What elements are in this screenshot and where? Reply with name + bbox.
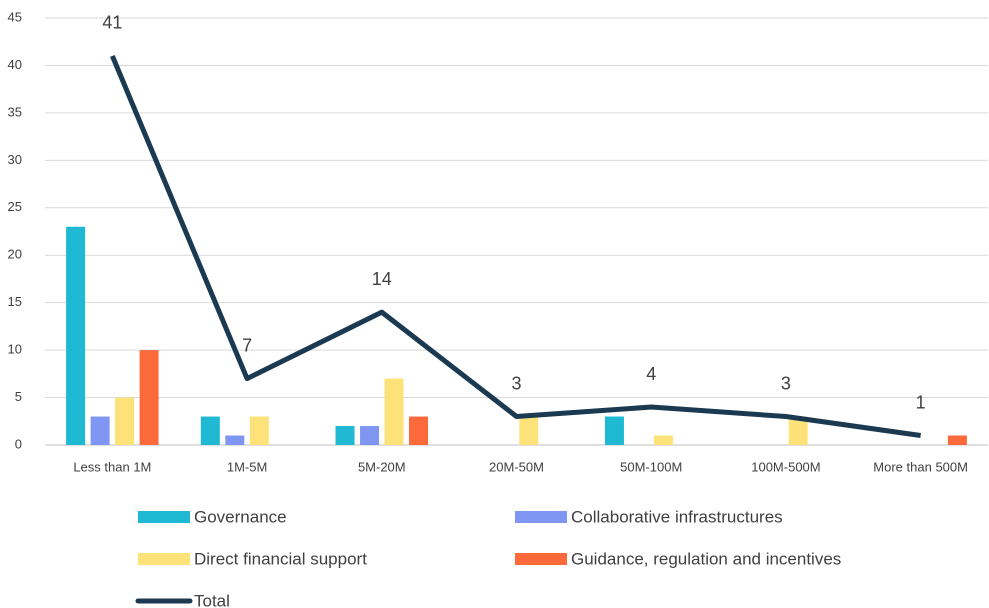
bar — [519, 416, 539, 445]
x-tick-label: 100M-500M — [751, 459, 820, 474]
legend-swatch — [138, 553, 190, 565]
bar — [788, 416, 808, 445]
bar — [66, 226, 86, 445]
legend-swatch — [138, 511, 190, 523]
y-tick-label: 5 — [15, 389, 22, 404]
bar — [90, 416, 110, 445]
legend-swatch — [515, 511, 567, 523]
y-tick-label: 20 — [8, 247, 22, 262]
bar — [225, 435, 245, 445]
bar — [200, 416, 220, 445]
bar — [947, 435, 967, 445]
legend-label: Collaborative infrastructures — [571, 507, 783, 526]
y-tick-label: 30 — [8, 152, 22, 167]
x-tick-label: 50M-100M — [620, 459, 682, 474]
legend-label: Direct financial support — [194, 549, 367, 568]
total-line — [110, 54, 921, 438]
y-tick-label: 40 — [8, 57, 22, 72]
bar — [384, 378, 404, 445]
bar — [139, 350, 159, 445]
bar — [604, 416, 624, 445]
bar — [653, 435, 673, 445]
data-label: 3 — [511, 373, 521, 393]
legend-label: Total — [194, 591, 230, 608]
bar — [335, 426, 355, 445]
bar — [409, 416, 429, 445]
x-tick-label: 20M-50M — [489, 459, 544, 474]
y-tick-label: 0 — [15, 436, 22, 451]
y-tick-label: 25 — [8, 199, 22, 214]
data-label: 41 — [102, 13, 122, 33]
x-tick-label: More than 500M — [873, 459, 968, 474]
data-label: 3 — [781, 373, 791, 393]
bar — [360, 426, 380, 445]
y-tick-label: 35 — [8, 104, 22, 119]
legend-label: Governance — [194, 507, 287, 526]
x-tick-label: 1M-5M — [227, 459, 267, 474]
bar — [115, 397, 135, 445]
legend-label: Guidance, regulation and incentives — [571, 549, 841, 568]
y-tick-label: 15 — [8, 294, 22, 309]
legend-swatch — [515, 553, 567, 565]
data-label: 1 — [916, 392, 926, 412]
data-label: 4 — [646, 364, 656, 384]
y-tick-label: 45 — [8, 9, 22, 24]
data-label: 14 — [372, 269, 392, 289]
x-tick-label: Less than 1M — [73, 459, 151, 474]
data-label: 7 — [242, 335, 252, 355]
bar — [249, 416, 269, 445]
x-tick-label: 5M-20M — [358, 459, 406, 474]
y-tick-label: 10 — [8, 342, 22, 357]
